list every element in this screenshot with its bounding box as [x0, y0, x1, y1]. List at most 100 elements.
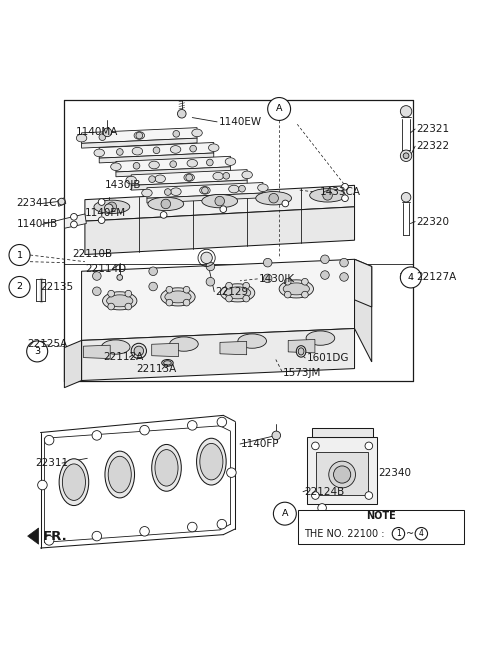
Circle shape	[239, 185, 245, 192]
Text: 4: 4	[408, 273, 414, 282]
Circle shape	[188, 522, 197, 532]
Text: A: A	[276, 104, 282, 114]
Text: 2: 2	[16, 283, 23, 292]
Circle shape	[206, 277, 215, 286]
Ellipse shape	[200, 187, 210, 194]
Polygon shape	[307, 438, 377, 504]
Polygon shape	[82, 260, 355, 340]
Circle shape	[178, 110, 186, 118]
Ellipse shape	[208, 144, 219, 152]
Text: 22340: 22340	[378, 468, 411, 478]
Text: 1140EW: 1140EW	[218, 117, 262, 127]
Circle shape	[133, 162, 140, 169]
Text: 22110B: 22110B	[72, 249, 112, 259]
Polygon shape	[355, 260, 372, 362]
Text: 22113A: 22113A	[136, 364, 177, 374]
Circle shape	[71, 214, 77, 220]
Circle shape	[312, 442, 319, 449]
Text: 1433CA: 1433CA	[320, 187, 361, 198]
Polygon shape	[82, 138, 197, 148]
Ellipse shape	[108, 457, 131, 493]
Circle shape	[217, 417, 227, 427]
Circle shape	[340, 273, 348, 281]
Circle shape	[206, 262, 215, 271]
Ellipse shape	[171, 188, 181, 196]
Circle shape	[153, 147, 160, 154]
Ellipse shape	[134, 131, 144, 139]
Ellipse shape	[132, 147, 143, 155]
Text: FR.: FR.	[42, 530, 67, 543]
Circle shape	[243, 283, 250, 289]
Circle shape	[312, 491, 319, 499]
Circle shape	[301, 291, 308, 298]
Ellipse shape	[283, 283, 310, 295]
Text: 4: 4	[419, 529, 424, 538]
Polygon shape	[58, 198, 66, 206]
Ellipse shape	[306, 331, 335, 346]
Polygon shape	[85, 207, 355, 254]
Circle shape	[58, 198, 65, 205]
Ellipse shape	[126, 176, 136, 184]
Polygon shape	[99, 143, 214, 158]
Circle shape	[201, 252, 212, 263]
Polygon shape	[298, 510, 464, 544]
Text: 1601DG: 1601DG	[307, 353, 349, 363]
Text: 22129: 22129	[215, 286, 248, 297]
Circle shape	[170, 161, 177, 168]
Ellipse shape	[238, 334, 266, 348]
Circle shape	[98, 198, 105, 206]
Circle shape	[149, 283, 157, 291]
Circle shape	[165, 189, 171, 195]
Circle shape	[365, 491, 372, 499]
Circle shape	[125, 290, 132, 297]
Ellipse shape	[200, 443, 223, 480]
Circle shape	[161, 199, 170, 209]
Ellipse shape	[155, 175, 166, 183]
Text: 22321: 22321	[417, 124, 450, 134]
Ellipse shape	[107, 295, 133, 307]
Circle shape	[131, 344, 146, 359]
Text: 22114D: 22114D	[85, 264, 126, 275]
Circle shape	[340, 258, 348, 267]
Circle shape	[92, 430, 102, 440]
Ellipse shape	[296, 346, 306, 357]
Polygon shape	[116, 167, 230, 177]
Circle shape	[227, 468, 236, 478]
Text: 1140FM: 1140FM	[85, 208, 126, 217]
Circle shape	[269, 193, 278, 203]
Ellipse shape	[62, 464, 85, 501]
Circle shape	[44, 535, 54, 545]
Text: 22135: 22135	[40, 282, 73, 292]
Text: 22320: 22320	[417, 217, 450, 227]
Text: 22125A: 22125A	[28, 339, 68, 349]
Circle shape	[108, 304, 115, 310]
Circle shape	[99, 134, 106, 141]
Ellipse shape	[225, 287, 251, 299]
Text: 1140HB: 1140HB	[17, 219, 58, 229]
Ellipse shape	[202, 194, 238, 208]
Polygon shape	[84, 345, 110, 359]
Circle shape	[318, 504, 326, 512]
Polygon shape	[131, 170, 247, 185]
Ellipse shape	[256, 192, 291, 205]
Circle shape	[365, 442, 372, 449]
Text: THE NO. 22100 :: THE NO. 22100 :	[304, 529, 387, 539]
Ellipse shape	[76, 134, 87, 142]
Circle shape	[282, 200, 288, 207]
Circle shape	[190, 145, 196, 152]
Polygon shape	[64, 340, 82, 388]
Text: 1140MA: 1140MA	[75, 127, 118, 137]
Polygon shape	[82, 328, 355, 380]
Polygon shape	[312, 428, 372, 438]
Ellipse shape	[94, 149, 105, 157]
Text: ~: ~	[406, 529, 414, 539]
Circle shape	[188, 420, 197, 430]
Circle shape	[321, 255, 329, 263]
Text: NOTE: NOTE	[366, 510, 396, 520]
Circle shape	[166, 300, 173, 306]
Ellipse shape	[279, 280, 313, 298]
Text: A: A	[282, 509, 288, 518]
Ellipse shape	[105, 451, 134, 498]
Text: 3: 3	[34, 347, 40, 356]
Ellipse shape	[165, 291, 191, 303]
